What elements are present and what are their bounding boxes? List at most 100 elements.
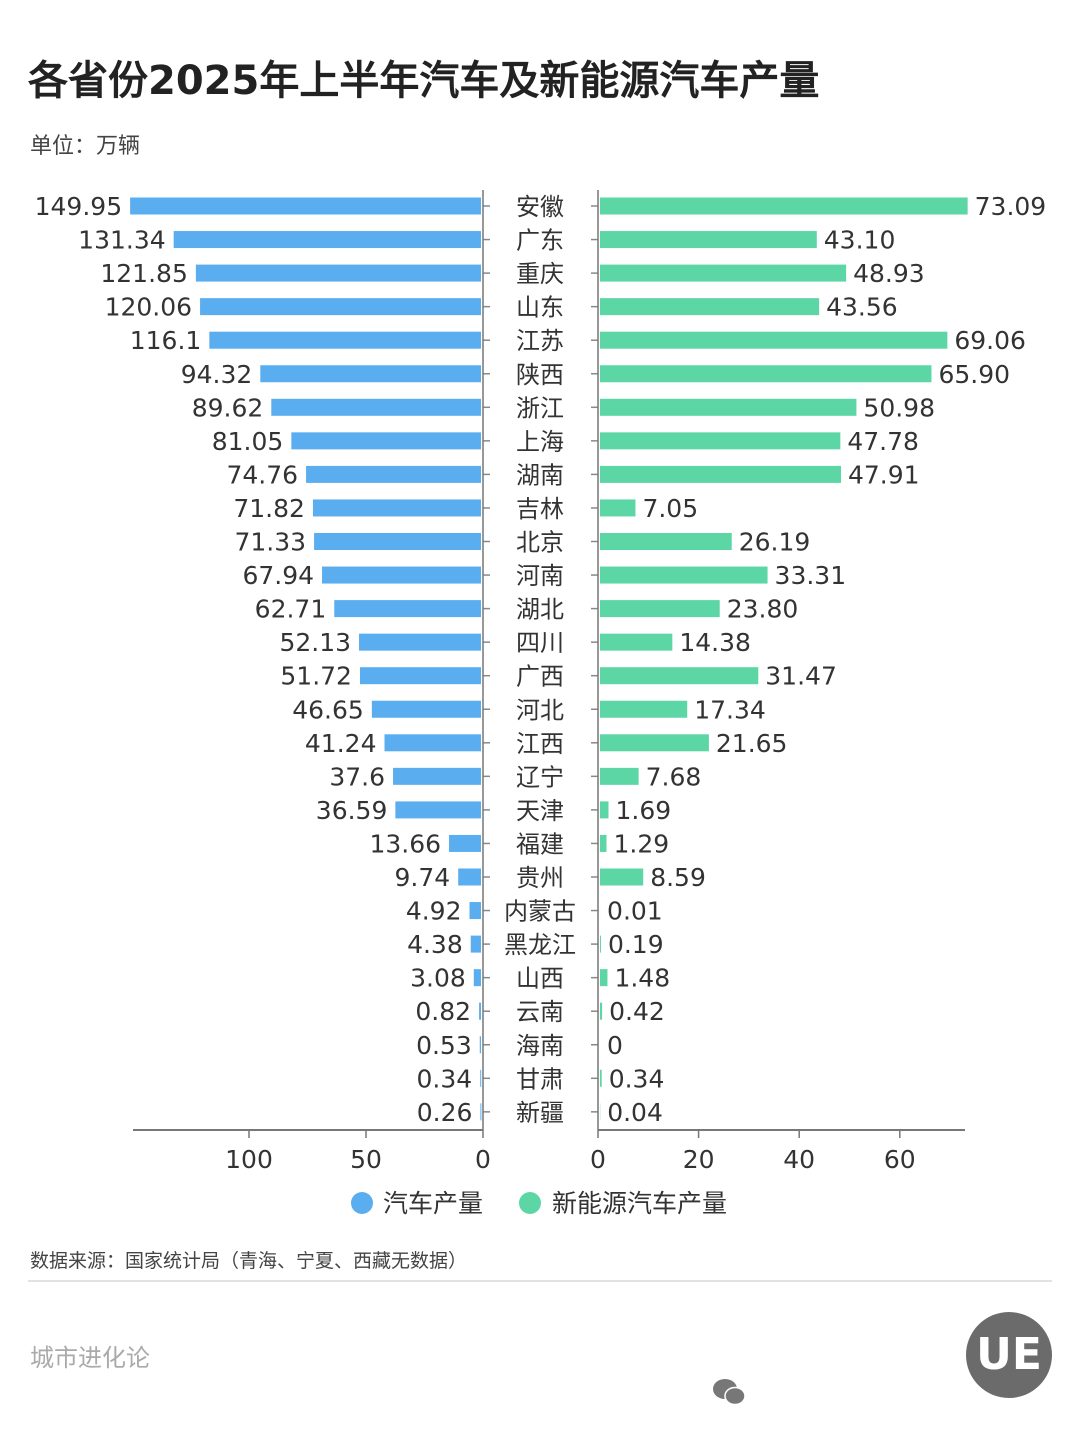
nev-value-label: 0.42 [609,997,665,1026]
nev-value-label: 14.38 [679,628,751,657]
category-label: 内蒙古 [504,898,576,926]
nev-bar [600,767,639,785]
x-tick-label: 0 [590,1145,606,1174]
nev-bar [600,801,609,819]
car-bar [130,197,481,215]
nev-bar [600,331,948,349]
nev-value-label: 1.29 [613,829,669,858]
car-bar [359,633,481,651]
car-value-label: 46.65 [292,695,364,724]
car-bar [306,465,481,483]
nev-value-label: 23.80 [727,595,799,624]
category-label: 浙江 [516,394,564,422]
car-value-label: 4.92 [406,897,462,926]
nev-value-label: 0 [607,1031,623,1060]
nev-bar [600,969,608,987]
nev-bar [600,700,688,718]
nev-bar [600,834,607,852]
car-value-label: 37.6 [329,762,385,791]
category-label: 湖北 [516,596,564,624]
car-value-label: 0.26 [417,1098,473,1127]
nev-value-label: 73.09 [975,192,1047,221]
car-value-label: 67.94 [242,561,314,590]
nev-value-label: 47.91 [848,460,920,489]
nev-value-label: 21.65 [716,729,788,758]
x-tick-label: 20 [683,1145,715,1174]
nev-value-label: 31.47 [765,662,837,691]
nev-bar [600,264,847,282]
nev-value-label: 26.19 [739,528,811,557]
category-label: 云南 [516,998,564,1026]
divider [28,1280,1052,1282]
nev-value-label: 0.01 [607,897,663,926]
category-label: 新疆 [516,1099,564,1127]
nev-bar [600,600,720,618]
x-tick-label: 0 [475,1145,491,1174]
car-value-label: 13.66 [369,829,441,858]
category-label: 上海 [516,428,564,456]
wechat-icon [713,1379,746,1406]
nev-bar [600,633,673,651]
category-label: 甘肃 [516,1065,564,1093]
car-bar [200,298,481,316]
nev-value-label: 17.34 [694,695,766,724]
butterfly-bar-chart: 安徽 149.95 73.09 广东 131.34 43.10 重庆 121.85 48.93 山… [35,190,1047,1218]
nev-bar [600,868,644,886]
category-label: 湖南 [516,461,564,489]
brand-logo: UE [966,1312,1052,1398]
car-value-label: 120.06 [105,293,192,322]
nev-value-label: 43.10 [824,226,896,255]
car-value-label: 36.59 [316,796,388,825]
nev-bar [600,499,636,517]
x-tick-label: 40 [783,1145,815,1174]
x-tick-label: 60 [884,1145,916,1174]
nev-bar [600,935,601,953]
car-value-label: 0.34 [417,1064,473,1093]
category-label: 北京 [516,529,564,557]
car-value-label: 89.62 [192,393,264,422]
nev-bar [600,734,709,752]
legend-marker-car [351,1192,373,1214]
car-value-label: 149.95 [35,192,122,221]
nev-bar [600,197,968,215]
nev-bar [600,298,820,316]
nev-value-label: 1.69 [616,796,672,825]
category-label: 山西 [516,965,564,993]
nev-value-label: 43.56 [826,293,898,322]
nev-value-label: 33.31 [775,561,847,590]
car-value-label: 51.72 [280,662,352,691]
car-bar [209,331,482,349]
car-bar [479,1002,481,1020]
car-bar [322,566,481,584]
nev-bar [600,667,759,685]
car-value-label: 0.82 [415,997,471,1026]
category-label: 海南 [516,1032,564,1060]
x-tick-label: 100 [225,1145,273,1174]
legend-marker-nev [519,1192,541,1214]
car-bar [470,935,481,953]
car-bar [359,667,481,685]
brand-name: 城市进化论 [30,1344,150,1372]
nev-bar [600,1002,603,1020]
nev-value-label: 0.34 [609,1064,665,1093]
category-label: 天津 [516,797,564,825]
category-label: 贵州 [516,864,564,892]
car-bar [384,734,481,752]
category-label: 河北 [516,696,564,724]
car-bar [291,432,481,450]
nev-value-label: 69.06 [954,326,1026,355]
car-value-label: 0.53 [416,1031,472,1060]
nev-bar [600,1069,602,1087]
nev-value-label: 48.93 [853,259,925,288]
category-label: 山东 [516,294,564,322]
category-label: 江西 [516,730,564,758]
car-bar [395,801,481,819]
nev-value-label: 7.68 [646,762,702,791]
car-bar [271,398,481,416]
category-label: 江苏 [516,327,564,355]
car-bar [480,1069,482,1087]
category-label: 重庆 [516,260,564,288]
category-label: 四川 [516,629,564,657]
nev-value-label: 47.78 [847,427,919,456]
car-bar [473,969,481,987]
